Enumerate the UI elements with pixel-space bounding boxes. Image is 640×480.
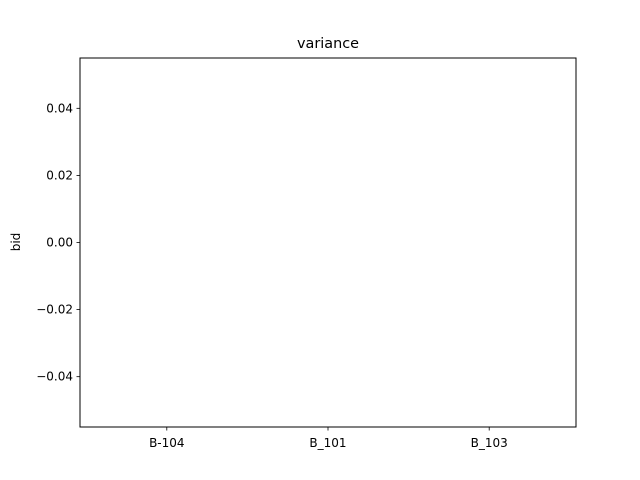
- x-tick-label: B_103: [471, 436, 508, 450]
- x-tick-label: B-104: [149, 436, 184, 450]
- y-tick-label: 0.00: [46, 236, 73, 250]
- y-tick-label: 0.04: [46, 101, 73, 115]
- x-axis-ticks: B-104 B_101 B_103: [149, 427, 508, 450]
- y-axis-ticks: −0.04 −0.02 0.00 0.02 0.04: [36, 101, 80, 384]
- y-tick-label: 0.02: [46, 168, 73, 182]
- chart-title: variance: [297, 36, 359, 52]
- y-tick-label: −0.02: [36, 303, 73, 317]
- y-tick-label: −0.04: [36, 370, 73, 384]
- y-axis-label: bid: [9, 233, 23, 252]
- x-tick-label: B_101: [309, 436, 346, 450]
- plot-frame: [79, 57, 577, 428]
